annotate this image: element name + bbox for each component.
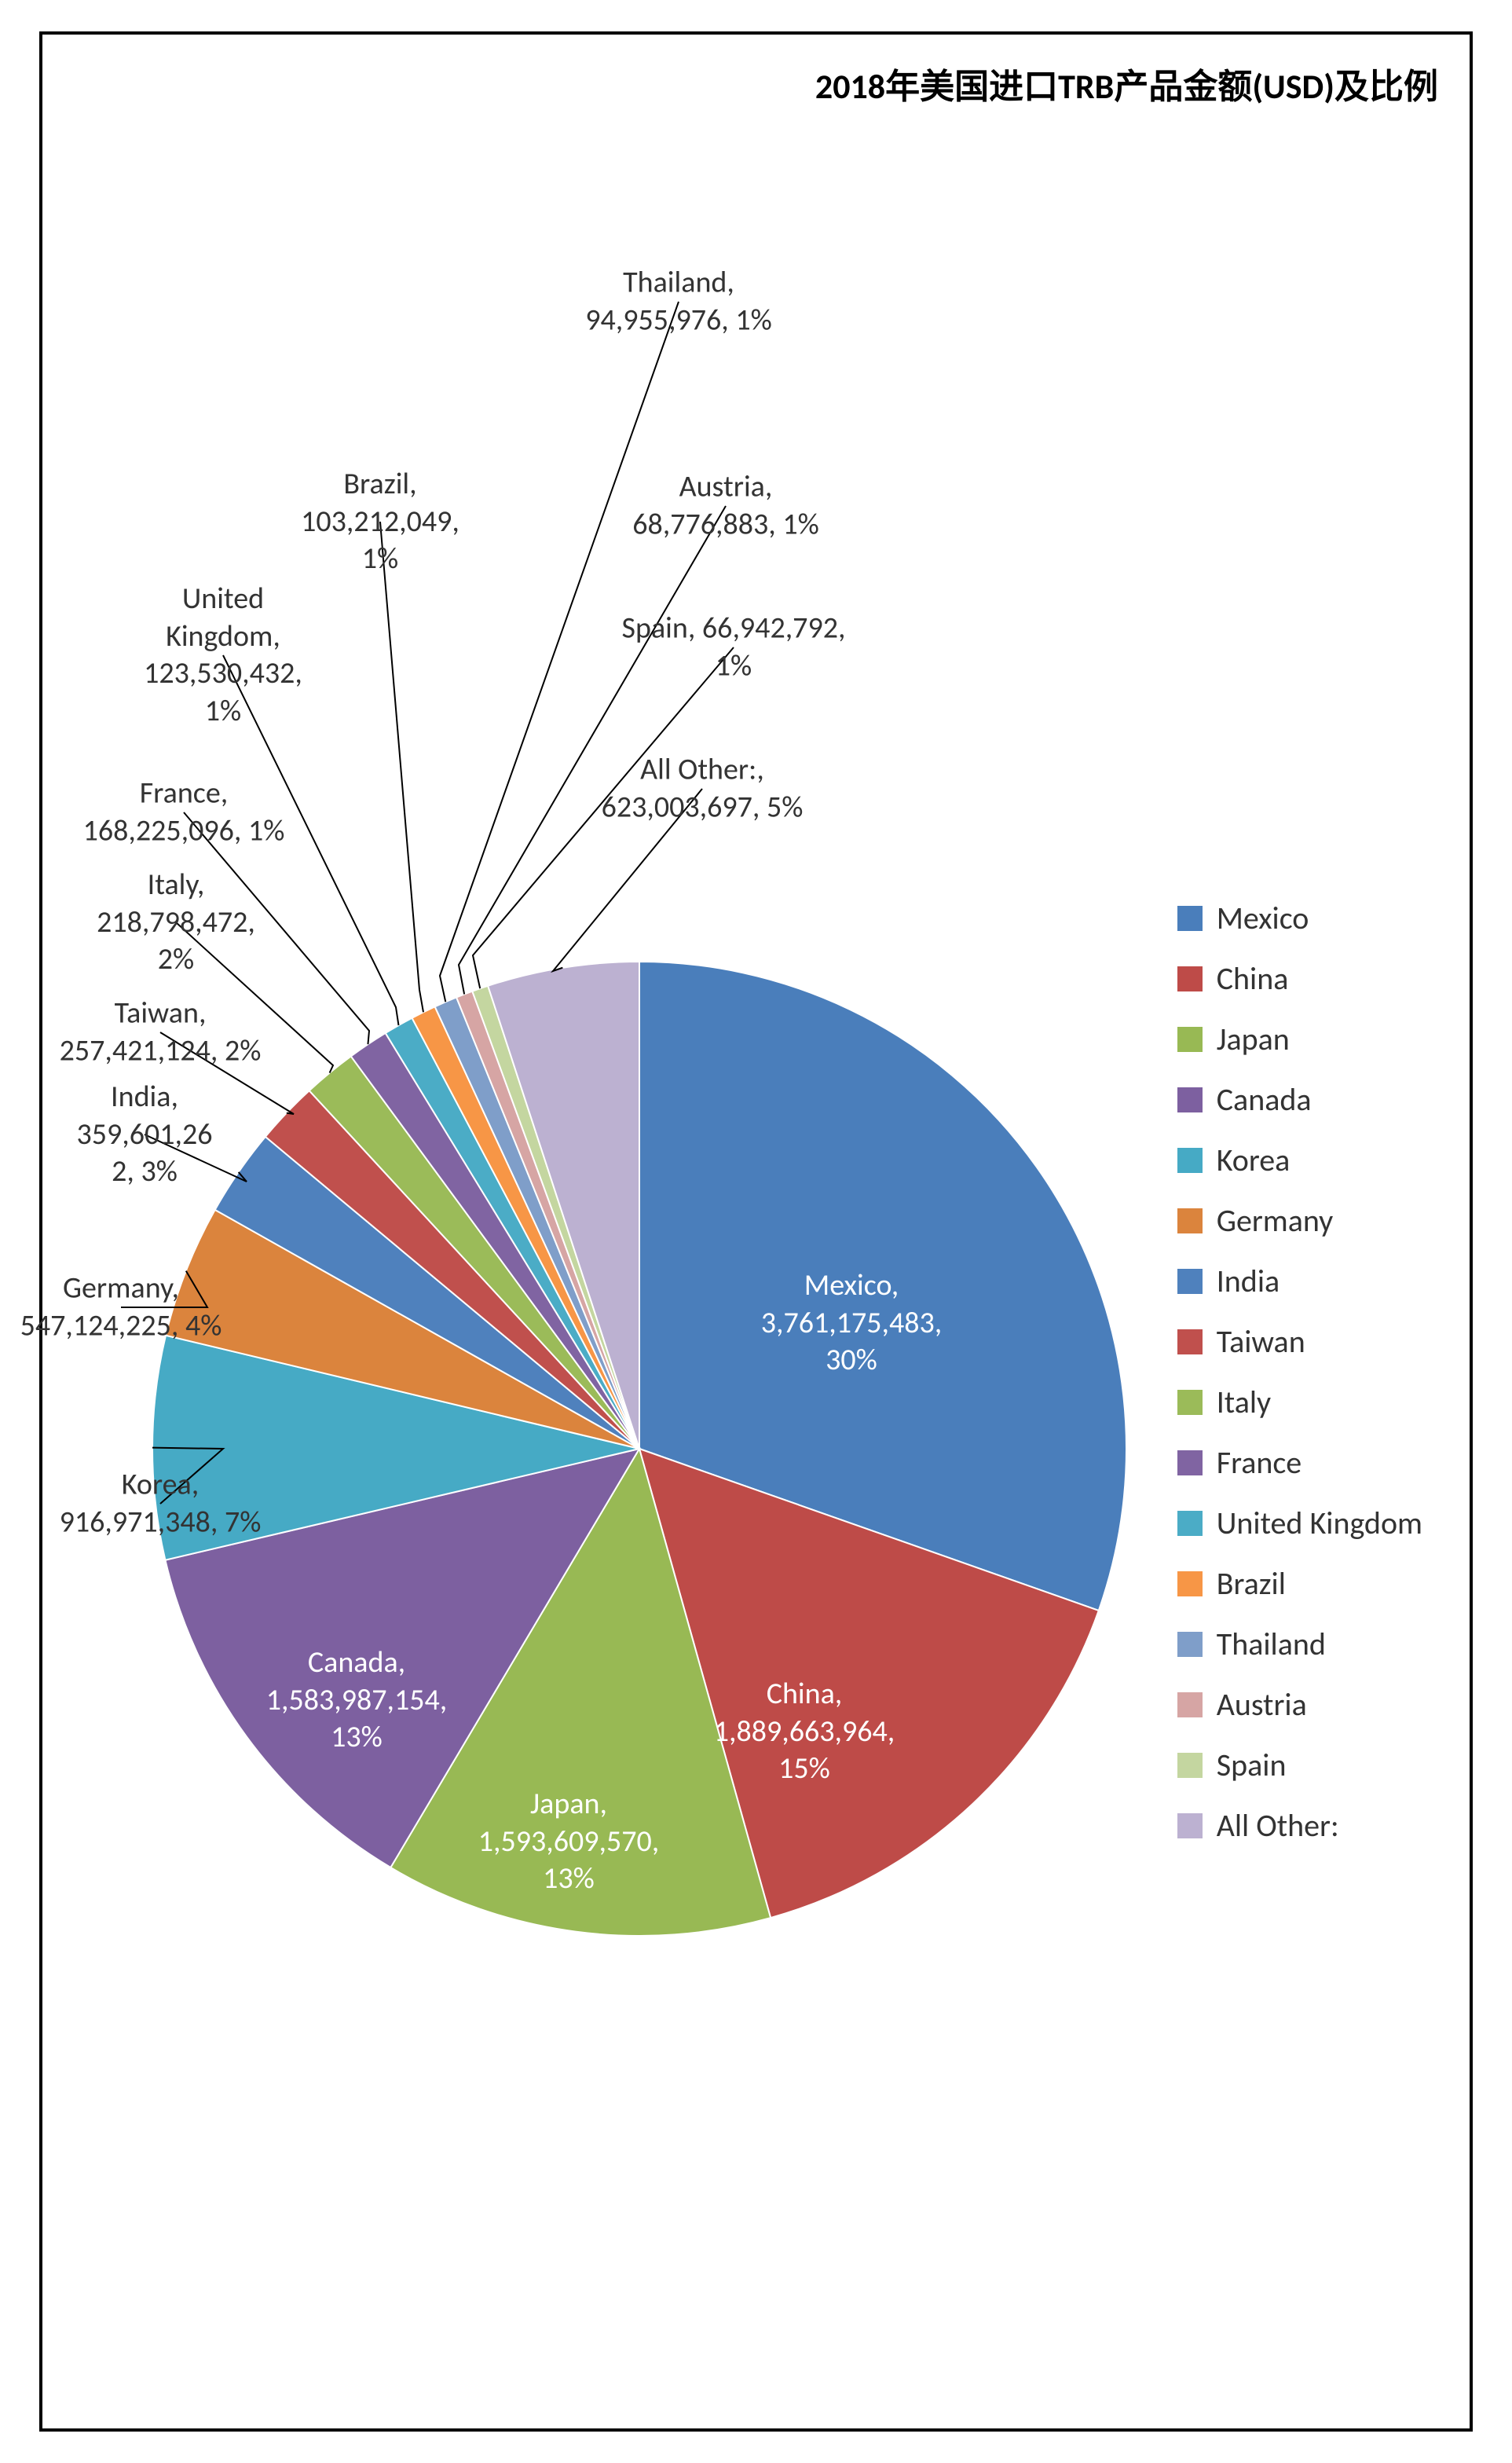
legend-label: All Other:: [1217, 1806, 1339, 1845]
legend-label: Brazil: [1217, 1564, 1286, 1603]
legend-item: United Kingdom: [1177, 1504, 1422, 1542]
legend-swatch: [1177, 1329, 1203, 1354]
slice-label-india: India, 359,601,26 2, 3%: [76, 1079, 212, 1191]
legend-swatch: [1177, 1027, 1203, 1052]
legend-item: Taiwan: [1177, 1322, 1422, 1361]
legend-swatch: [1177, 1692, 1203, 1717]
legend-item: Spain: [1177, 1746, 1422, 1784]
legend-label: Korea: [1217, 1141, 1291, 1179]
legend-swatch: [1177, 1511, 1203, 1536]
slice-label-germany: Germany, 547,124,225, 4%: [20, 1270, 222, 1345]
slice-label-france: France, 168,225,096, 1%: [83, 775, 285, 850]
legend-item: China: [1177, 959, 1422, 998]
legend-item: Austria: [1177, 1685, 1422, 1724]
legend-label: Thailand: [1217, 1625, 1326, 1663]
slice-label-all-other-: All Other:, 623,003,697, 5%: [602, 752, 804, 826]
page: 2018年美国进口TRB产品金额(USD)及比例 MexicoChinaJapa…: [0, 0, 1512, 2463]
legend-swatch: [1177, 1390, 1203, 1415]
legend-swatch: [1177, 1571, 1203, 1596]
legend-item: Mexico: [1177, 899, 1422, 937]
legend-label: China: [1217, 959, 1289, 998]
leader-line: [459, 506, 726, 994]
legend-swatch: [1177, 1813, 1203, 1838]
legend-swatch: [1177, 1753, 1203, 1778]
legend-item: France: [1177, 1443, 1422, 1482]
legend-label: Germany: [1217, 1201, 1334, 1240]
legend-label: India: [1217, 1262, 1280, 1300]
legend-label: Italy: [1217, 1383, 1271, 1421]
leader-line: [380, 522, 423, 1012]
legend-label: Taiwan: [1217, 1322, 1305, 1361]
legend: Mexico China Japan Canada Korea Germany India T…: [1177, 899, 1422, 1867]
legend-swatch: [1177, 906, 1203, 931]
legend-swatch: [1177, 966, 1203, 991]
legend-swatch: [1177, 1208, 1203, 1233]
legend-item: All Other:: [1177, 1806, 1422, 1845]
legend-swatch: [1177, 1450, 1203, 1475]
legend-label: Spain: [1217, 1746, 1287, 1784]
legend-label: Austria: [1217, 1685, 1307, 1724]
legend-swatch: [1177, 1632, 1203, 1657]
slice-label-korea: Korea, 916,971,348, 7%: [60, 1467, 262, 1541]
legend-label: Mexico: [1217, 899, 1309, 937]
legend-label: Japan: [1217, 1020, 1290, 1058]
legend-item: Japan: [1177, 1020, 1422, 1058]
chart-frame: 2018年美国进口TRB产品金额(USD)及比例 MexicoChinaJapa…: [39, 31, 1473, 2432]
legend-item: Germany: [1177, 1201, 1422, 1240]
slice-label-taiwan: Taiwan, 257,421,124, 2%: [60, 995, 262, 1070]
legend-swatch: [1177, 1148, 1203, 1173]
slice-label-spain: Spain, 66,942,792, 1%: [622, 610, 846, 685]
legend-label: Canada: [1217, 1080, 1312, 1119]
legend-swatch: [1177, 1269, 1203, 1294]
slice-label-italy: Italy, 218,798,472, 2%: [97, 867, 255, 979]
slice-label-brazil: Brazil, 103,212,049, 1%: [301, 466, 459, 578]
legend-label: United Kingdom: [1217, 1504, 1422, 1542]
legend-item: Italy: [1177, 1383, 1422, 1421]
slice-label-thailand: Thailand, 94,955,976, 1%: [585, 265, 772, 339]
slice-label-united-kingdom: United Kingdom, 123,530,432, 1%: [144, 581, 302, 730]
legend-swatch: [1177, 1087, 1203, 1112]
legend-item: Korea: [1177, 1141, 1422, 1179]
slice-label-austria: Austria, 68,776,883, 1%: [632, 469, 819, 544]
legend-item: Canada: [1177, 1080, 1422, 1119]
legend-label: France: [1217, 1443, 1302, 1482]
legend-item: India: [1177, 1262, 1422, 1300]
legend-item: Brazil: [1177, 1564, 1422, 1603]
legend-item: Thailand: [1177, 1625, 1422, 1663]
